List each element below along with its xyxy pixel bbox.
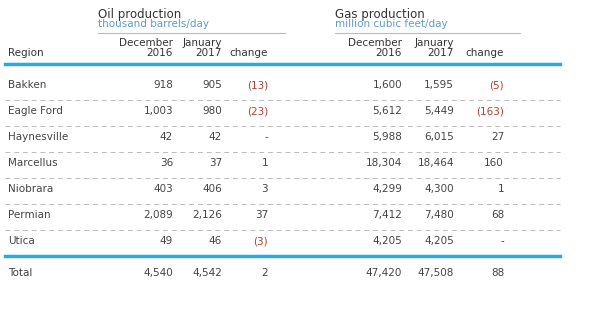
Text: January: January bbox=[182, 38, 222, 48]
Text: Haynesville: Haynesville bbox=[8, 132, 69, 142]
Text: million cubic feet/day: million cubic feet/day bbox=[335, 19, 447, 29]
Text: 88: 88 bbox=[491, 268, 504, 278]
Text: Utica: Utica bbox=[8, 236, 35, 246]
Text: (3): (3) bbox=[253, 236, 268, 246]
Text: Permian: Permian bbox=[8, 210, 51, 220]
Text: Region: Region bbox=[8, 48, 43, 58]
Text: Niobrara: Niobrara bbox=[8, 184, 53, 194]
Text: 4,300: 4,300 bbox=[424, 184, 454, 194]
Text: 27: 27 bbox=[491, 132, 504, 142]
Text: 160: 160 bbox=[484, 158, 504, 168]
Text: 37: 37 bbox=[209, 158, 222, 168]
Text: (23): (23) bbox=[247, 106, 268, 116]
Text: 2017: 2017 bbox=[196, 48, 222, 58]
Text: 1,595: 1,595 bbox=[424, 80, 454, 90]
Text: 4,205: 4,205 bbox=[372, 236, 402, 246]
Text: Total: Total bbox=[8, 268, 32, 278]
Text: 980: 980 bbox=[202, 106, 222, 116]
Text: 2,126: 2,126 bbox=[192, 210, 222, 220]
Text: 905: 905 bbox=[202, 80, 222, 90]
Text: 68: 68 bbox=[491, 210, 504, 220]
Text: 4,299: 4,299 bbox=[372, 184, 402, 194]
Text: 6,015: 6,015 bbox=[424, 132, 454, 142]
Text: 47,508: 47,508 bbox=[417, 268, 454, 278]
Text: 42: 42 bbox=[209, 132, 222, 142]
Text: 4,542: 4,542 bbox=[192, 268, 222, 278]
Text: 2: 2 bbox=[261, 268, 268, 278]
Text: 1: 1 bbox=[498, 184, 504, 194]
Text: December: December bbox=[119, 38, 173, 48]
Text: 918: 918 bbox=[153, 80, 173, 90]
Text: 403: 403 bbox=[153, 184, 173, 194]
Text: 2017: 2017 bbox=[428, 48, 454, 58]
Text: 49: 49 bbox=[160, 236, 173, 246]
Text: 4,540: 4,540 bbox=[143, 268, 173, 278]
Text: January: January bbox=[414, 38, 454, 48]
Text: (163): (163) bbox=[476, 106, 504, 116]
Text: 7,412: 7,412 bbox=[372, 210, 402, 220]
Text: Gas production: Gas production bbox=[335, 8, 425, 21]
Text: 18,464: 18,464 bbox=[417, 158, 454, 168]
Text: 7,480: 7,480 bbox=[424, 210, 454, 220]
Text: 5,449: 5,449 bbox=[424, 106, 454, 116]
Text: -: - bbox=[264, 132, 268, 142]
Text: (13): (13) bbox=[247, 80, 268, 90]
Text: 406: 406 bbox=[202, 184, 222, 194]
Text: 42: 42 bbox=[160, 132, 173, 142]
Text: 5,988: 5,988 bbox=[372, 132, 402, 142]
Text: 47,420: 47,420 bbox=[365, 268, 402, 278]
Text: Bakken: Bakken bbox=[8, 80, 47, 90]
Text: -: - bbox=[500, 236, 504, 246]
Text: 37: 37 bbox=[255, 210, 268, 220]
Text: 1: 1 bbox=[261, 158, 268, 168]
Text: 36: 36 bbox=[160, 158, 173, 168]
Text: change: change bbox=[230, 48, 268, 58]
Text: 2016: 2016 bbox=[147, 48, 173, 58]
Text: Oil production: Oil production bbox=[98, 8, 181, 21]
Text: December: December bbox=[348, 38, 402, 48]
Text: 3: 3 bbox=[261, 184, 268, 194]
Text: Eagle Ford: Eagle Ford bbox=[8, 106, 63, 116]
Text: 46: 46 bbox=[209, 236, 222, 246]
Text: change: change bbox=[466, 48, 504, 58]
Text: 1,600: 1,600 bbox=[372, 80, 402, 90]
Text: 18,304: 18,304 bbox=[365, 158, 402, 168]
Text: Marcellus: Marcellus bbox=[8, 158, 58, 168]
Text: thousand barrels/day: thousand barrels/day bbox=[98, 19, 209, 29]
Text: 2016: 2016 bbox=[376, 48, 402, 58]
Text: (5): (5) bbox=[490, 80, 504, 90]
Text: 4,205: 4,205 bbox=[424, 236, 454, 246]
Text: 1,003: 1,003 bbox=[143, 106, 173, 116]
Text: 5,612: 5,612 bbox=[372, 106, 402, 116]
Text: 2,089: 2,089 bbox=[143, 210, 173, 220]
